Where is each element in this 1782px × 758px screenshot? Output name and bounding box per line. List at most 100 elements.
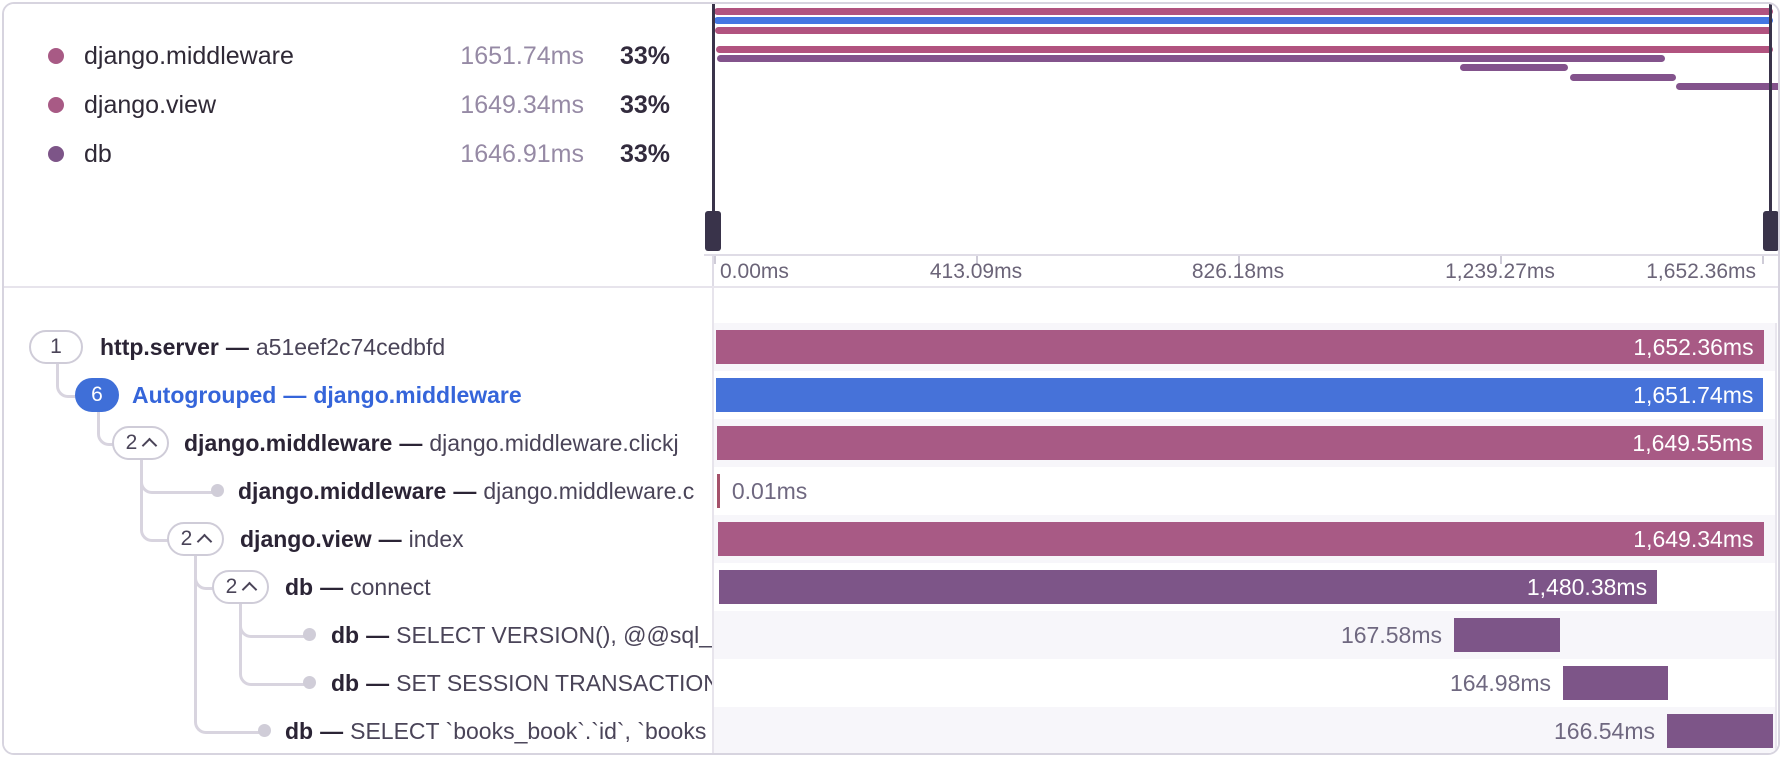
span-duration-bar[interactable] — [1563, 666, 1668, 700]
span-duration-label: 1,649.55ms — [1632, 430, 1753, 456]
span-duration-bar[interactable] — [1667, 714, 1773, 748]
span-description: index — [408, 526, 464, 552]
span-duration-label: 1,649.34ms — [1633, 526, 1754, 552]
span-duration-label: 1,480.38ms — [1526, 574, 1648, 600]
span-children-count-badge[interactable]: 2 — [112, 426, 169, 460]
legend-percent: 33% — [619, 140, 670, 168]
span-children-count: 2 — [125, 431, 138, 454]
span-description: SET SESSION TRANSACTION — [396, 670, 714, 696]
span-duration-bar[interactable]: 1,651.74ms — [716, 378, 1764, 412]
axis-tick-label: 0.00ms — [720, 260, 789, 283]
span-tree-row[interactable]: django.middleware — django.middleware.c — [4, 467, 712, 515]
minimap-span-bar — [1570, 73, 1677, 81]
span-op: db — [331, 622, 360, 648]
span-duration-bar[interactable]: 1,480.38ms — [718, 570, 1658, 604]
legend-item: db 1646.91ms 33% — [4, 138, 704, 170]
span-children-count-badge[interactable]: 2 — [212, 570, 269, 604]
span-separator: — — [283, 382, 307, 408]
legend-percent: 33% — [619, 42, 670, 70]
chevron-up-icon — [242, 581, 258, 597]
span-children-count-badge[interactable]: 1 — [29, 330, 83, 364]
span-duration-bar[interactable]: 1,649.55ms — [716, 426, 1763, 460]
trace-minimap[interactable] — [704, 4, 1778, 254]
leaf-span-dot-icon — [303, 676, 316, 689]
axis-tick-label: 1,652.36ms — [1646, 260, 1756, 283]
span-children-count: 6 — [91, 383, 103, 406]
span-duration-row[interactable]: 0.01ms — [714, 467, 1778, 515]
minimap-left-drag-handle[interactable] — [705, 211, 721, 251]
legend-item: django.middleware 1651.74ms 33% — [4, 40, 704, 72]
span-op: django.middleware — [184, 430, 393, 456]
span-duration-bar[interactable] — [716, 474, 720, 508]
axis-tick-label: 1,239.27ms — [1445, 260, 1555, 283]
span-separator: — — [453, 478, 477, 504]
span-tree-row[interactable]: 2 django.view — index — [4, 515, 712, 563]
span-children-count: 1 — [50, 335, 62, 358]
minimap-left-handle-stem — [712, 4, 715, 214]
span-duration-label: 1,652.36ms — [1633, 334, 1754, 360]
span-op: django.view — [240, 526, 372, 552]
span-separator: — — [378, 526, 402, 552]
time-axis: 0.00ms 413.09ms 826.18ms 1,239.27ms 1,652.36… — [704, 254, 1778, 288]
span-tree-row[interactable]: 1 http.server — a51eef2c74cedbfd — [4, 323, 712, 371]
minimap-span-bar — [714, 17, 1773, 25]
span-duration-row[interactable]: 1,480.38ms — [714, 563, 1778, 611]
minimap-span-bar — [1460, 64, 1568, 72]
vertical-scrollbar-track[interactable] — [1775, 323, 1777, 753]
span-separator: — — [399, 430, 423, 456]
span-op-dot-icon — [48, 97, 64, 113]
span-tree-row[interactable]: 2 django.middleware — django.middleware.cli… — [4, 419, 712, 467]
axis-tick — [1762, 256, 1764, 264]
leaf-span-dot-icon — [211, 484, 224, 497]
span-op: db — [285, 718, 314, 744]
span-tree-row[interactable]: db — SELECT VERSION(), @@sql_m — [4, 611, 712, 659]
minimap-right-drag-handle[interactable] — [1763, 211, 1778, 251]
span-op: http.server — [100, 334, 219, 360]
span-description: connect — [350, 574, 431, 600]
row-stripe — [714, 707, 1775, 753]
span-tree-row[interactable]: 2 db — connect — [4, 563, 712, 611]
tree-connector-line — [140, 459, 171, 542]
span-title: Autogrouped — django.middleware — [132, 371, 522, 419]
axis-tick — [714, 256, 716, 264]
minimap-span-bar — [715, 45, 1774, 53]
span-children-count-badge[interactable]: 6 — [75, 378, 119, 412]
legend-item: django.view 1649.34ms 33% — [4, 89, 704, 121]
legend-percent: 33% — [619, 91, 670, 119]
span-description: django.middleware.clickj — [429, 430, 679, 456]
span-duration-row[interactable]: 1,649.34ms — [714, 515, 1778, 563]
tree-connector-line — [97, 411, 116, 446]
span-duration-row[interactable]: 164.98ms — [714, 659, 1778, 707]
legend-op-label: django.middleware — [84, 42, 294, 70]
span-duration-row[interactable]: 1,652.36ms — [714, 323, 1778, 371]
span-op: db — [285, 574, 314, 600]
legend-duration: 1649.34ms — [460, 91, 584, 119]
span-duration-row[interactable]: 1,649.55ms — [714, 419, 1778, 467]
minimap-right-handle-stem — [1769, 4, 1772, 214]
row-stripe — [714, 611, 1775, 659]
span-title: django.middleware — django.middleware.c — [238, 467, 694, 515]
span-children-count: 2 — [225, 575, 238, 598]
span-tree-row[interactable]: db — SET SESSION TRANSACTION — [4, 659, 712, 707]
span-separator: — — [320, 718, 344, 744]
span-duration-label: 1,651.74ms — [1633, 382, 1754, 408]
span-duration-row[interactable]: 166.54ms — [714, 707, 1778, 753]
leaf-span-dot-icon — [303, 628, 316, 641]
span-children-count-badge[interactable]: 2 — [167, 522, 224, 556]
span-duration-bar[interactable]: 1,649.34ms — [717, 522, 1764, 556]
span-duration-row[interactable]: 1,651.74ms — [714, 371, 1778, 419]
span-op-dot-icon — [48, 146, 64, 162]
axis-left-edge — [712, 256, 714, 288]
legend-duration: 1651.74ms — [460, 42, 584, 70]
span-children-count: 2 — [180, 527, 193, 550]
span-title: http.server — a51eef2c74cedbfd — [100, 323, 445, 371]
span-tree-row[interactable]: 6 Autogrouped — django.middleware — [4, 371, 712, 419]
legend-op-label: django.view — [84, 91, 217, 119]
span-duration-panel: 1,652.36ms 1,651.74ms 1,649.55ms 0.01ms 1,64… — [714, 288, 1778, 753]
span-tree-row[interactable]: db — SELECT `books_book`.`id`, `books — [4, 707, 712, 753]
tree-connector-line — [194, 555, 261, 734]
span-duration-bar[interactable]: 1,652.36ms — [716, 330, 1764, 364]
span-duration-bar[interactable] — [1453, 618, 1561, 652]
span-separator: — — [366, 670, 390, 696]
span-duration-row[interactable]: 167.58ms — [714, 611, 1778, 659]
